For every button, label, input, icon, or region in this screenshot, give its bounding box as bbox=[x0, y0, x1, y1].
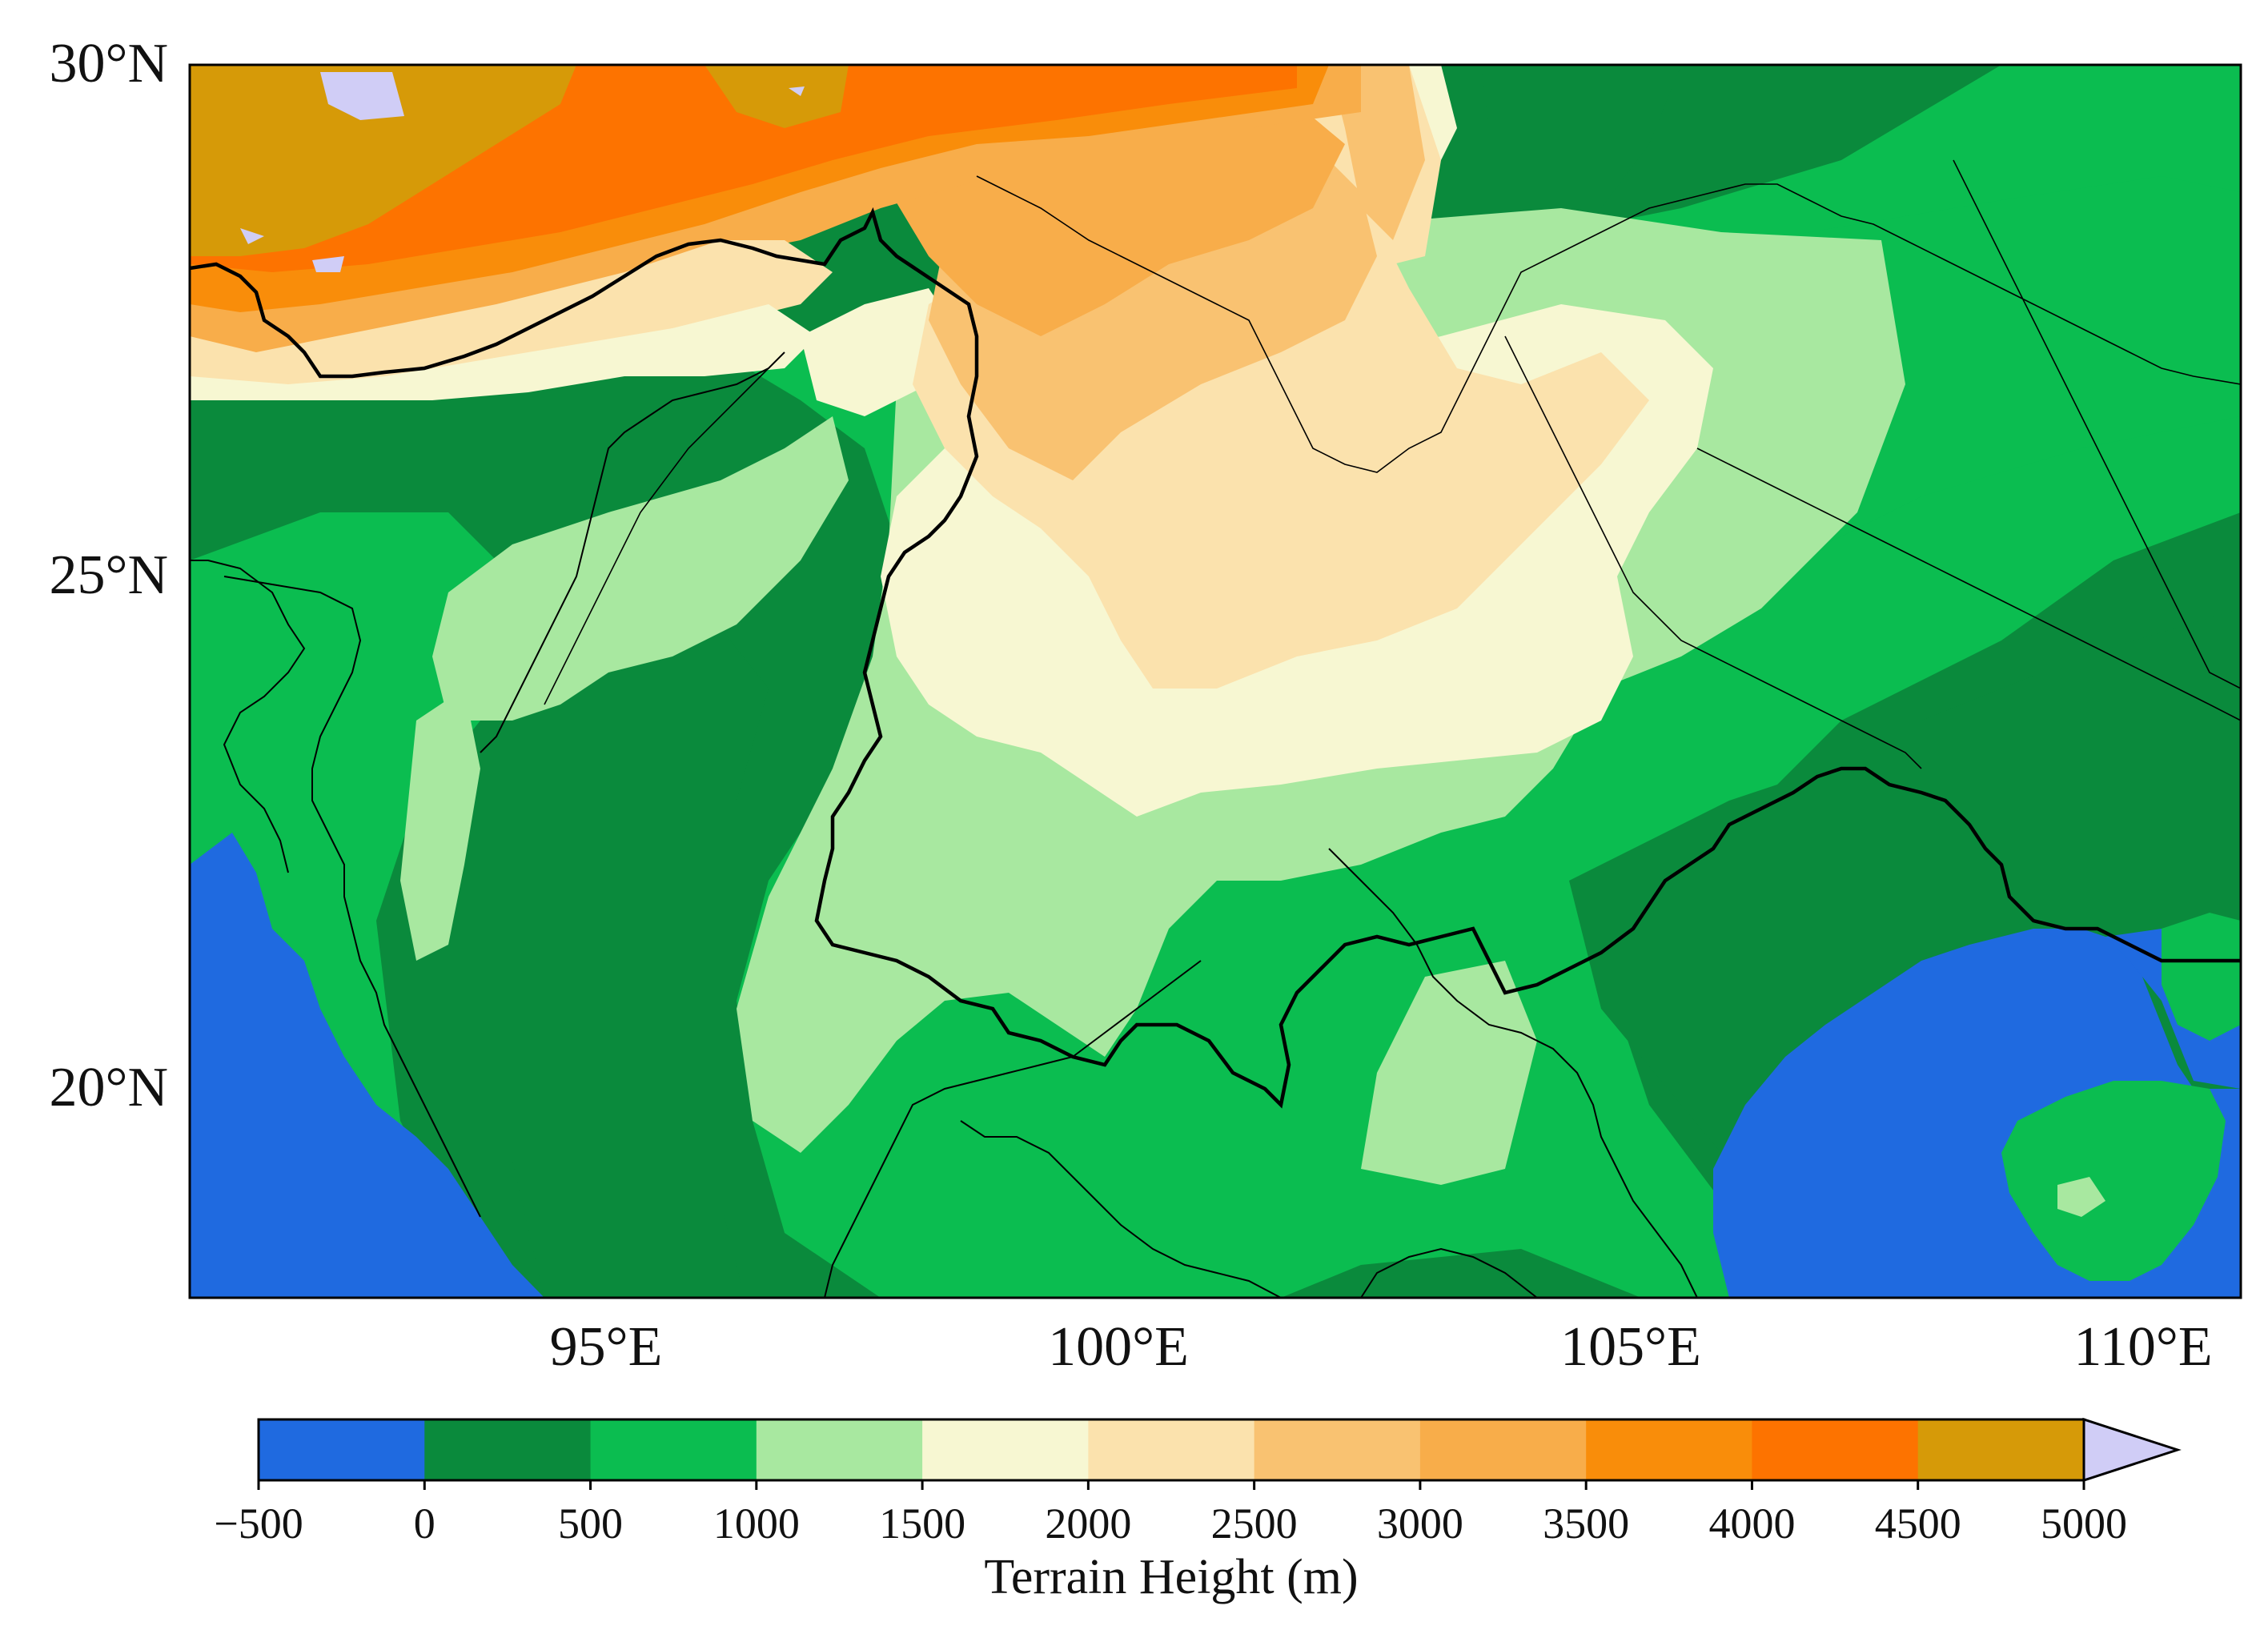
terrain-himalaya-4500-5000 bbox=[190, 65, 576, 256]
terrain-foothill-1500-2000 bbox=[190, 304, 817, 400]
colorbar-tick-label-9: 4000 bbox=[1708, 1499, 1795, 1548]
colorbar-segment-2 bbox=[590, 1419, 757, 1480]
terrain-1000-1500-west-ridge bbox=[432, 416, 849, 721]
guizhou-border bbox=[1504, 335, 1922, 769]
colorbar-tick-label-0: −500 bbox=[214, 1499, 303, 1548]
colorbar-segment-1 bbox=[424, 1419, 592, 1480]
china-provincial-lines bbox=[976, 175, 2241, 473]
colorbar-tick-label-5: 2000 bbox=[1045, 1499, 1131, 1548]
thailand-laos-border bbox=[960, 1120, 1282, 1298]
colorbar-tick-label-7: 3000 bbox=[1377, 1499, 1463, 1548]
longitude-labels: 95°E 100°E 105°E 110°E bbox=[550, 1316, 2213, 1378]
colorbar-tick-label-1: 0 bbox=[414, 1499, 436, 1548]
hunan-border bbox=[1953, 159, 2241, 689]
colorbar-segment-9 bbox=[1752, 1419, 1919, 1480]
lon-label-105: 105°E bbox=[1560, 1316, 1701, 1378]
lat-label-30: 30°N bbox=[49, 33, 168, 94]
colorbar-tick-label-11: 5000 bbox=[2041, 1499, 2127, 1548]
bay-of-bengal bbox=[190, 833, 544, 1298]
laos-myanmar-border bbox=[824, 960, 1202, 1298]
colorbar-segment-0 bbox=[259, 1419, 425, 1480]
colorbar-segment-8 bbox=[1586, 1419, 1752, 1480]
laos-vietnam-border bbox=[1328, 848, 1698, 1298]
leizhou-peninsula bbox=[2162, 913, 2241, 1041]
map-frame bbox=[188, 63, 2242, 1299]
thailand-cambodia-border bbox=[1360, 1247, 1538, 1298]
colorbar-title: Terrain Height (m) bbox=[984, 1550, 1358, 1604]
colorbar-tick-label-8: 3500 bbox=[1543, 1499, 1629, 1548]
bangladesh-border bbox=[190, 560, 306, 873]
valley-irrawaddy bbox=[496, 608, 769, 1298]
colorbar: −500 0 500 1000 1500 2000 2500 3000 3500 4000 4500… bbox=[214, 1417, 2182, 1604]
terrain-above-5000-a bbox=[320, 72, 404, 120]
colorbar-ticks: −500 0 500 1000 1500 2000 2500 3000 3500 4000 4500… bbox=[214, 1480, 2127, 1548]
colorbar-tick-label-2: 500 bbox=[558, 1499, 623, 1548]
terrain-above-5000-b bbox=[240, 228, 264, 244]
colorbar-tick-label-10: 4500 bbox=[1875, 1499, 1961, 1548]
lon-label-100: 100°E bbox=[1048, 1316, 1189, 1378]
colorbar-segment-4 bbox=[922, 1419, 1089, 1480]
map-panel bbox=[190, 65, 2241, 1298]
india-myanmar-north bbox=[480, 351, 785, 753]
colorbar-tick-label-3: 1000 bbox=[713, 1499, 800, 1548]
valley-sichuan bbox=[1481, 65, 1681, 208]
colorbar-segment-5 bbox=[1088, 1419, 1255, 1480]
myanmar-india-border bbox=[223, 576, 481, 1218]
colorbar-segment-7 bbox=[1419, 1419, 1587, 1480]
colorbar-segment-10 bbox=[1917, 1419, 2085, 1480]
terrain-1000-1500-south bbox=[1361, 961, 1537, 1185]
lon-label-110: 110°E bbox=[2073, 1316, 2212, 1378]
colorbar-frame bbox=[257, 1418, 2085, 1482]
colorbar-segment-6 bbox=[1254, 1419, 1421, 1480]
lat-label-20: 20°N bbox=[49, 1057, 168, 1118]
terrain-above-5000-c bbox=[312, 256, 344, 272]
terrain-1000-1500-arakan bbox=[400, 689, 480, 961]
lon-label-95: 95°E bbox=[550, 1316, 663, 1378]
terrain-above-5000-d bbox=[789, 86, 805, 96]
myanmar-inner-line bbox=[544, 367, 769, 705]
colorbar-segments bbox=[259, 1419, 2085, 1480]
latitude-labels: 30°N 25°N 20°N bbox=[49, 33, 168, 1118]
colorbar-tick-label-4: 1500 bbox=[879, 1499, 965, 1548]
hainan-island bbox=[2001, 1081, 2226, 1281]
colorbar-extend-arrow bbox=[2082, 1417, 2182, 1483]
colorbar-tick-label-6: 2500 bbox=[1211, 1499, 1298, 1548]
terrain-foothill-2000-2500 bbox=[190, 240, 833, 384]
guangxi-border bbox=[1696, 448, 2241, 721]
hainan-highland bbox=[2057, 1177, 2105, 1217]
lat-label-25: 25°N bbox=[49, 544, 168, 606]
china-border bbox=[190, 207, 2241, 1109]
boundaries bbox=[190, 159, 2241, 1298]
colorbar-segment-3 bbox=[756, 1419, 923, 1480]
terrain-himalaya-4500-5000-b bbox=[704, 65, 849, 128]
